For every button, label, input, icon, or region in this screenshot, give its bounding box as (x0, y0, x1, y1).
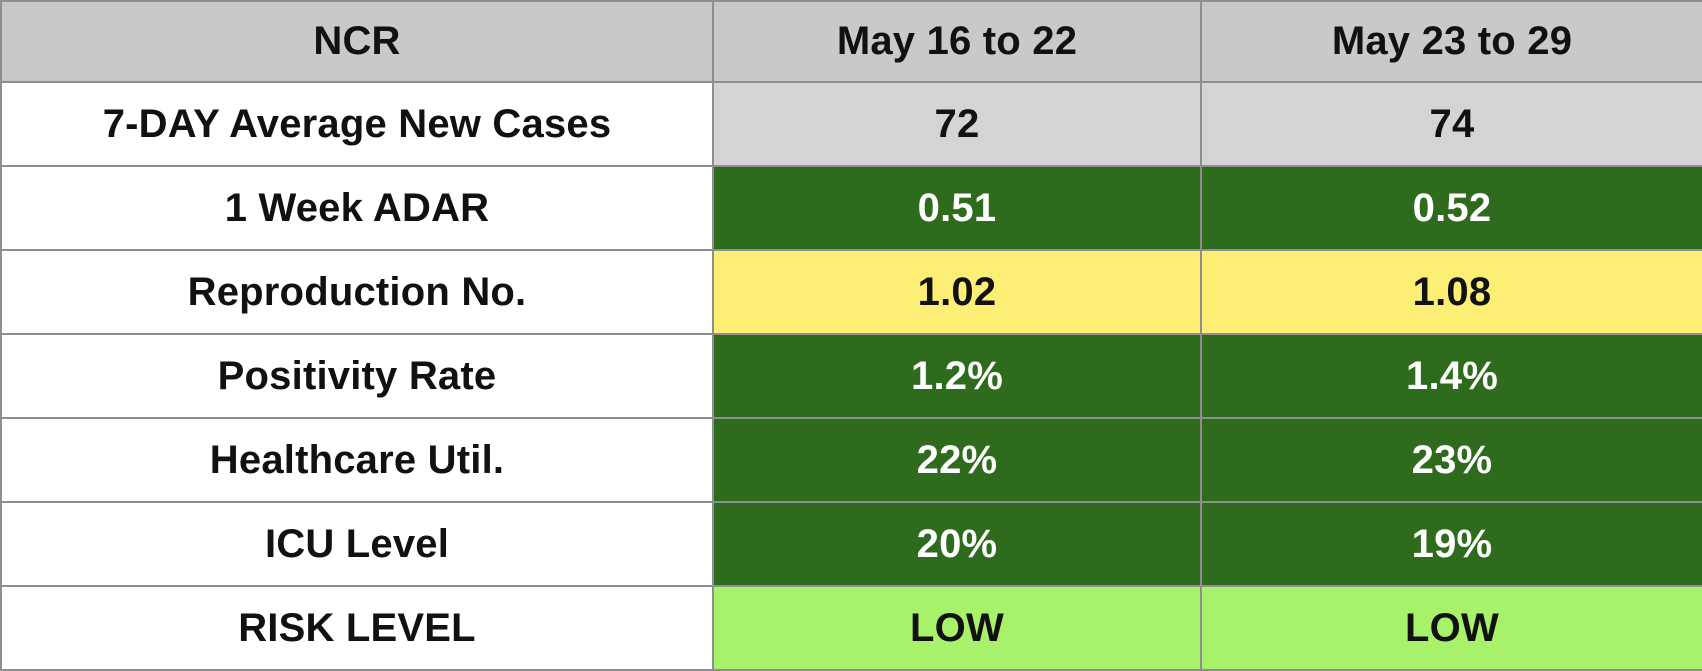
table-row: RISK LEVEL LOW LOW (0, 585, 1702, 671)
period-1-header: May 16 to 22 (712, 0, 1202, 83)
table-row: Healthcare Util. 22% 23% (0, 417, 1702, 503)
table-row: Reproduction No. 1.02 1.08 (0, 249, 1702, 335)
period-1-value: LOW (712, 585, 1202, 671)
period-1-value: 72 (712, 81, 1202, 167)
metric-label: RISK LEVEL (0, 585, 714, 671)
region-header: NCR (0, 0, 714, 83)
metric-label: Positivity Rate (0, 333, 714, 419)
period-1-value: 22% (712, 417, 1202, 503)
table-row: 1 Week ADAR 0.51 0.52 (0, 165, 1702, 251)
metric-label: 1 Week ADAR (0, 165, 714, 251)
period-2-header: May 23 to 29 (1200, 0, 1702, 83)
period-1-value: 1.02 (712, 249, 1202, 335)
metric-label: 7-DAY Average New Cases (0, 81, 714, 167)
metric-label: Healthcare Util. (0, 417, 714, 503)
table-row: ICU Level 20% 19% (0, 501, 1702, 587)
period-1-value: 1.2% (712, 333, 1202, 419)
period-2-value: 1.08 (1200, 249, 1702, 335)
period-2-value: 74 (1200, 81, 1702, 167)
period-2-value: 0.52 (1200, 165, 1702, 251)
period-1-value: 0.51 (712, 165, 1202, 251)
period-2-value: 1.4% (1200, 333, 1702, 419)
header-row: NCR May 16 to 22 May 23 to 29 (0, 0, 1702, 83)
metric-label: Reproduction No. (0, 249, 714, 335)
period-2-value: 23% (1200, 417, 1702, 503)
table-row: 7-DAY Average New Cases 72 74 (0, 81, 1702, 167)
table-row: Positivity Rate 1.2% 1.4% (0, 333, 1702, 419)
metric-label: ICU Level (0, 501, 714, 587)
period-2-value: LOW (1200, 585, 1702, 671)
period-1-value: 20% (712, 501, 1202, 587)
period-2-value: 19% (1200, 501, 1702, 587)
